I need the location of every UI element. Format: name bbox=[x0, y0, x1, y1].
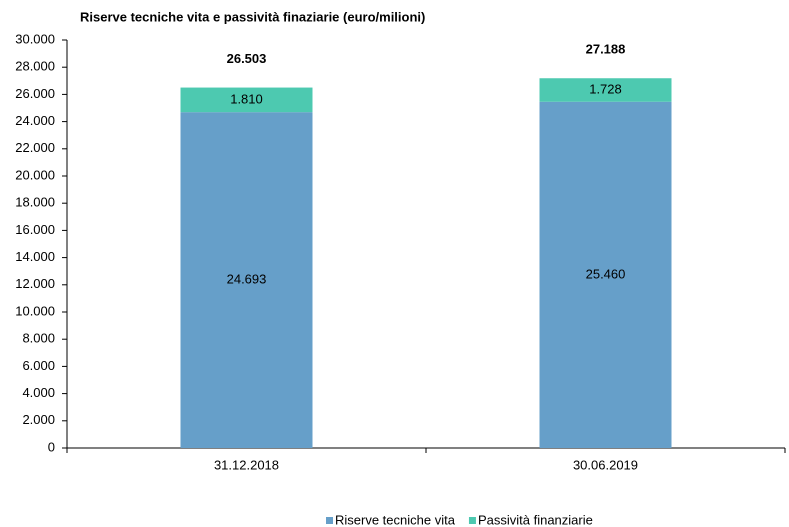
bar-segment bbox=[180, 87, 313, 113]
y-tick-label: 24.000 bbox=[15, 113, 55, 128]
value-label: 1.810 bbox=[230, 91, 263, 106]
bar-segment bbox=[539, 101, 672, 448]
legend-swatch bbox=[326, 517, 333, 524]
y-tick-label: 6.000 bbox=[22, 358, 55, 373]
legend-label: Riserve tecniche vita bbox=[335, 512, 456, 527]
y-tick-label: 16.000 bbox=[15, 222, 55, 237]
value-label: 1.728 bbox=[589, 81, 622, 96]
y-tick-label: 18.000 bbox=[15, 195, 55, 210]
y-tick-label: 0 bbox=[48, 439, 55, 454]
x-tick-label: 30.06.2019 bbox=[573, 457, 638, 472]
y-tick-label: 20.000 bbox=[15, 167, 55, 182]
bar-segment bbox=[539, 78, 672, 102]
y-tick-label: 28.000 bbox=[15, 59, 55, 74]
value-label: 24.693 bbox=[227, 272, 267, 287]
y-tick-label: 8.000 bbox=[22, 331, 55, 346]
chart-title: Riserve tecniche vita e passività finazi… bbox=[80, 9, 425, 24]
y-tick-label: 2.000 bbox=[22, 412, 55, 427]
y-tick-label: 4.000 bbox=[22, 385, 55, 400]
total-label: 27.188 bbox=[586, 42, 626, 57]
y-tick-label: 14.000 bbox=[15, 249, 55, 264]
total-label: 26.503 bbox=[227, 51, 267, 66]
y-tick-label: 22.000 bbox=[15, 140, 55, 155]
y-tick-label: 10.000 bbox=[15, 303, 55, 318]
y-tick-label: 26.000 bbox=[15, 86, 55, 101]
legend-label: Passività finanziarie bbox=[478, 512, 593, 527]
y-tick-label: 30.000 bbox=[15, 31, 55, 46]
legend-swatch bbox=[468, 517, 476, 524]
x-tick-label: 31.12.2018 bbox=[214, 457, 279, 472]
bar-segment bbox=[180, 112, 313, 448]
value-label: 25.460 bbox=[586, 266, 626, 281]
y-tick-label: 12.000 bbox=[15, 276, 55, 291]
